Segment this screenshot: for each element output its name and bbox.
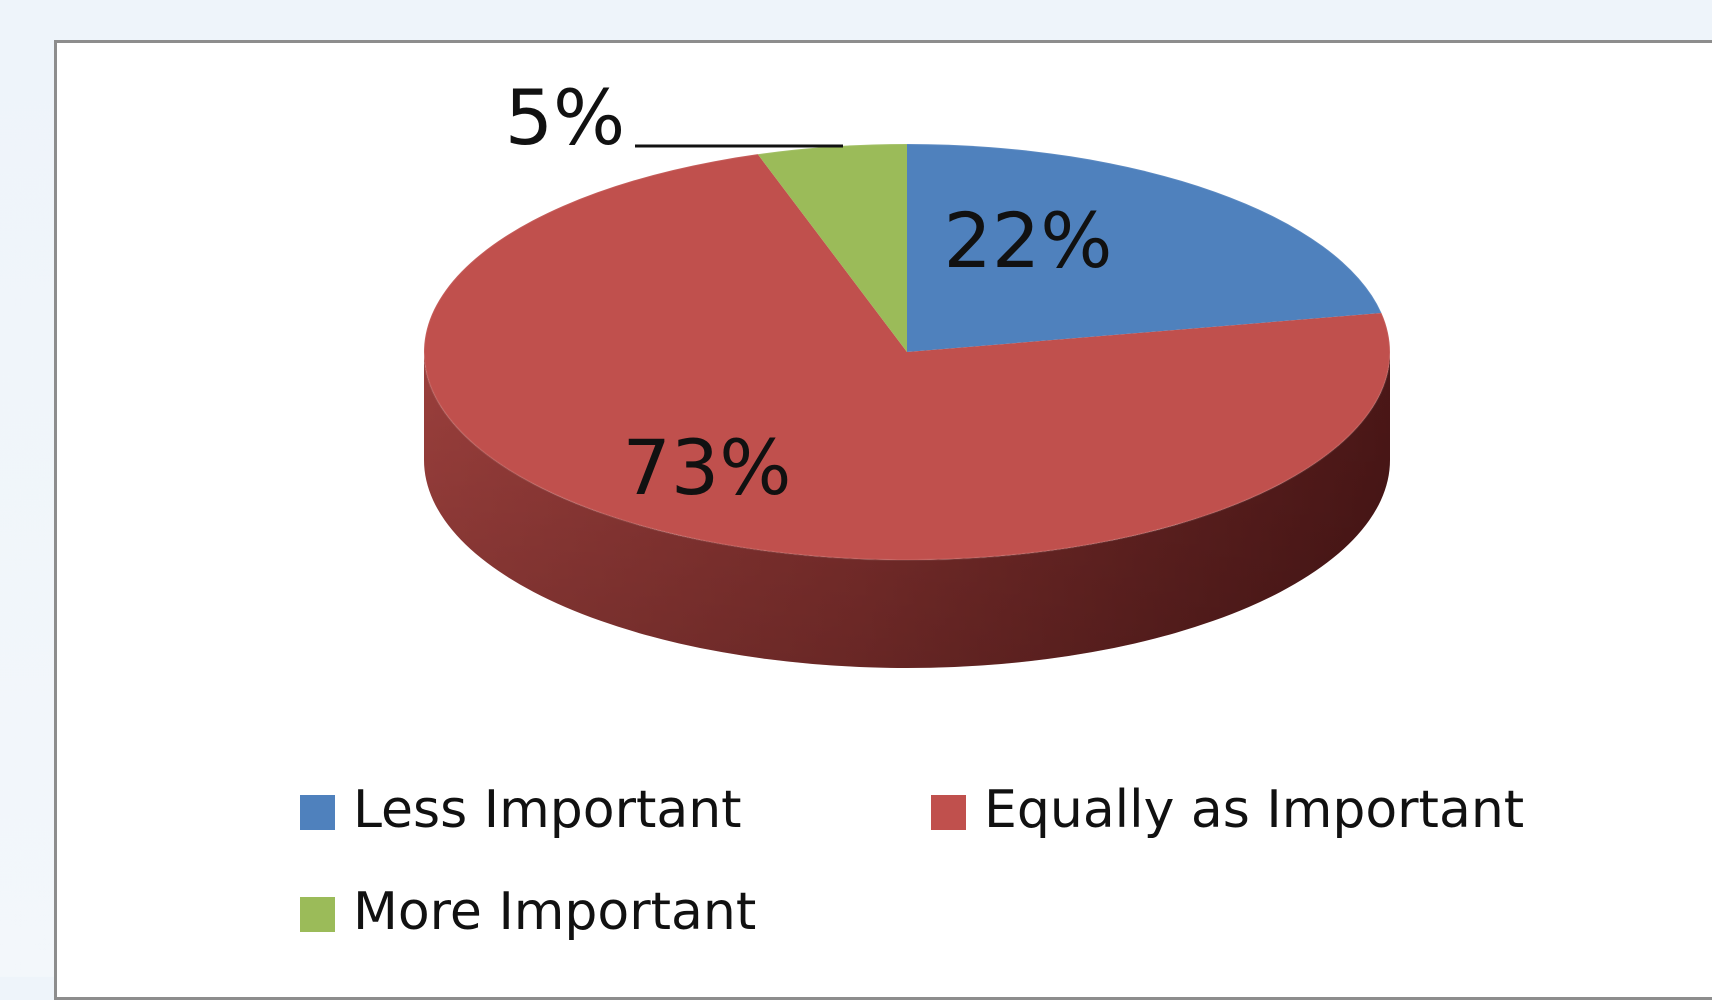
data-label-equally-as-important: 73% [623, 423, 792, 512]
legend-label-less-important: Less Important [353, 780, 742, 840]
legend-swatch-equally-as-important [931, 795, 966, 830]
legend-label-more-important: More Important [353, 882, 756, 942]
pie-chart: 22% 73% 5% Less Important Equally as Import… [300, 73, 1524, 942]
legend-swatch-less-important [300, 795, 335, 830]
pie-side-shade [424, 352, 1390, 668]
pie-slice-more-important [757, 144, 907, 352]
data-label-more-important: 5% [505, 73, 626, 162]
legend-swatch-more-important [300, 897, 335, 932]
pie-root [423, 143, 1391, 668]
legend-label-equally-as-important: Equally as Important [984, 780, 1524, 840]
pie-slice-less-important [907, 144, 1382, 352]
legend-root: Less Important Equally as Important More I… [300, 780, 1524, 942]
stage: 22% 73% 5% Less Important Equally as Import… [54, 40, 1712, 1000]
label-root: 22% 73% 5% [505, 73, 1113, 512]
data-label-less-important: 22% [944, 196, 1113, 285]
pie-top-rim [423, 143, 1391, 561]
pie-slice-equally-as-important [424, 154, 1390, 560]
